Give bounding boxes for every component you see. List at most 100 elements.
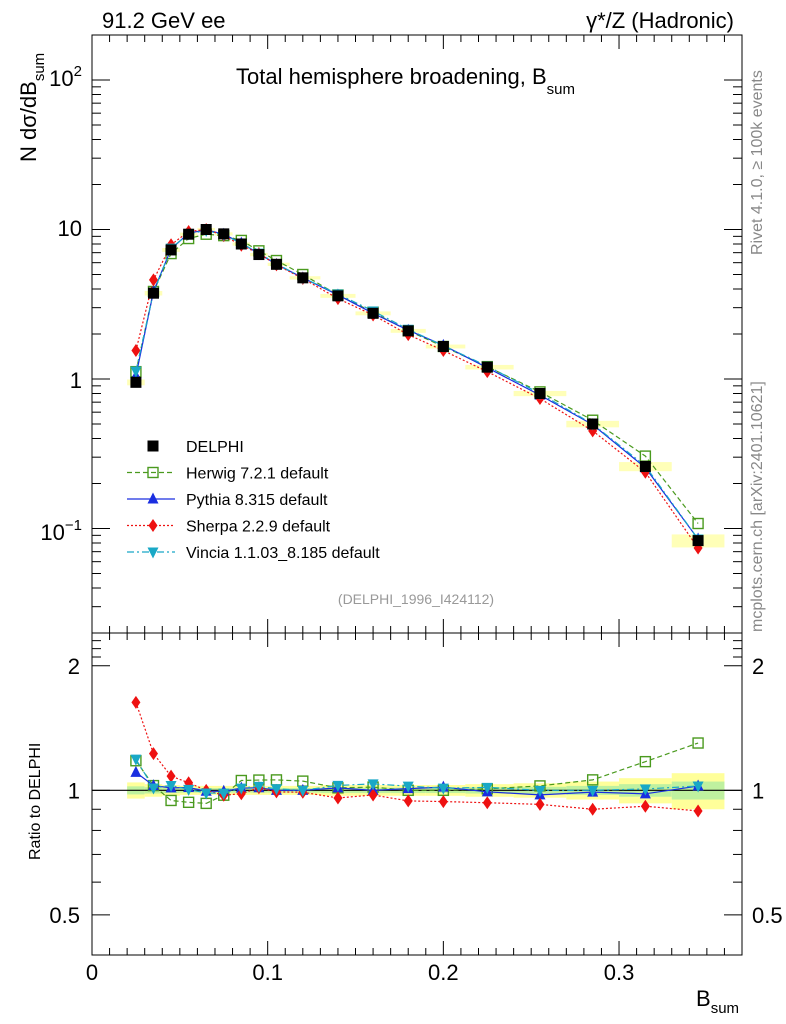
series-point-0: [692, 535, 704, 547]
ratio-tick-label-right: 2: [752, 654, 764, 679]
legend-marker-0: [147, 440, 159, 452]
x-tick-label: 0.3: [604, 960, 635, 985]
ratio-point-3: [535, 797, 545, 811]
ratio-point-4: [332, 780, 344, 792]
ratio-tick-label-right: 0.5: [752, 903, 783, 928]
ratio-point-4: [270, 784, 282, 796]
plot-title-main: Total hemisphere broadening, B: [236, 64, 547, 89]
ratio-point-4: [402, 781, 414, 793]
ratio-tick-label-right: 1: [752, 778, 764, 803]
side-label-rivet: Rivet 4.1.0, ≥ 100k events: [749, 70, 766, 255]
header-left: 91.2 GeV ee: [102, 8, 226, 33]
ratio-point-4: [200, 788, 212, 800]
series-point-1: [692, 517, 704, 530]
series-point-0: [235, 238, 247, 250]
ratio-point-3: [368, 788, 378, 802]
legend-label-0: DELPHI: [186, 439, 244, 456]
ratio-point-1: [165, 794, 177, 807]
ratio-point-4: [639, 784, 651, 796]
legend-marker-1: [147, 466, 159, 479]
main-plot: Total hemisphere broadening, Bsum N dσ/d…: [16, 34, 743, 634]
legend-marker-3: [148, 519, 158, 532]
series-point-0: [270, 258, 282, 270]
ratio-point-3: [693, 804, 703, 818]
main-series-layer: [130, 223, 704, 555]
legend: DELPHI Herwig 7.2.1 default Pythia 8.315 d…: [127, 439, 380, 562]
series-point-0: [130, 376, 142, 388]
series-point-0: [332, 290, 344, 302]
ratio-line-1: [135, 742, 699, 804]
x-axis-label-main: B: [696, 986, 711, 1011]
plot-title: Total hemisphere broadening, Bsum: [236, 64, 575, 98]
series-point-0: [165, 244, 177, 256]
series-point-0: [402, 325, 414, 337]
x-tick-label: 0.1: [252, 960, 283, 985]
y-axis-label: N dσ/dBsum: [16, 53, 48, 162]
series-point-0: [639, 460, 651, 472]
ratio-tick-label: 1: [68, 778, 80, 803]
plot-title-sub: sum: [547, 81, 575, 98]
ratio-point-4: [587, 785, 599, 797]
legend-label-4: Vincia 1.1.03_8.185 default: [186, 545, 380, 562]
series-point-4: [130, 366, 142, 378]
series-point-0: [437, 340, 449, 352]
legend-marker-2: [147, 492, 159, 504]
ratio-point-1: [692, 737, 704, 749]
x-tick-labels: 0 0.1 0.2 0.3: [86, 960, 634, 985]
ratio-point-4: [297, 785, 309, 797]
ratio-point-3: [403, 794, 413, 808]
ratio-point-4: [165, 780, 177, 792]
ratio-point-4: [130, 754, 142, 766]
ratio-point-3: [148, 747, 158, 761]
series-point-0: [534, 387, 546, 399]
legend-label-2: Pythia 8.315 default: [186, 492, 328, 509]
series-point-0: [218, 228, 230, 240]
side-label-mcplots: mcplots.cern.ch [arXiv:2401.10621]: [749, 381, 766, 632]
ratio-series-layer: [130, 695, 704, 818]
y-tick-labels: 10−1 1 10 102: [40, 63, 82, 545]
y-tick-label-10: 10: [58, 216, 82, 241]
ratio-point-4: [367, 779, 379, 791]
analysis-tag: (DELPHI_1996_I424112): [338, 591, 494, 607]
series-point-3: [131, 344, 141, 358]
ratio-point-4: [253, 781, 265, 793]
ratio-point-3: [166, 769, 176, 783]
series-point-0: [367, 307, 379, 319]
legend-label-1: Herwig 7.2.1 default: [186, 466, 329, 483]
series-point-0: [200, 224, 212, 236]
ratio-point-1: [586, 774, 599, 786]
x-tick-label: 0.2: [428, 960, 459, 985]
y-axis-label-main: N dσ/dB: [16, 81, 41, 162]
y-axis-label-sub: sum: [31, 53, 48, 81]
ratio-point-2: [130, 765, 142, 777]
ratio-point-1: [182, 796, 195, 809]
y-tick-label-1: 1: [70, 368, 82, 393]
ratio-point-3: [131, 695, 141, 709]
ratio-point-3: [333, 791, 343, 805]
x-axis-label-sub: sum: [711, 1000, 739, 1017]
header-right: γ*/Z (Hadronic): [586, 8, 734, 33]
series-point-0: [183, 228, 195, 240]
ratio-point-4: [534, 785, 546, 797]
series-point-0: [297, 272, 309, 284]
x-axis-label: Bsum: [696, 986, 739, 1017]
ratio-point-3: [438, 795, 448, 809]
ratio-y-axis-label: Ratio to DELPHI: [27, 743, 44, 860]
ratio-point-3: [588, 802, 598, 816]
ratio-tick-label: 2: [68, 654, 80, 679]
ratio-axis-ticks: [91, 632, 742, 956]
ratio-tick-labels: 0.5 0.5 1 1 2 2: [49, 654, 782, 928]
legend-label-3: Sherpa 2.2.9 default: [186, 519, 331, 536]
series-point-0: [587, 418, 599, 430]
ratio-point-3: [640, 799, 650, 813]
ratio-point-4: [437, 783, 449, 795]
ratio-point-4: [692, 781, 704, 793]
ratio-point-4: [481, 782, 493, 794]
ratio-plot-frame: [91, 632, 743, 956]
series-point-3: [148, 273, 158, 287]
ratio-point-4: [235, 783, 247, 795]
ratio-point-3: [482, 796, 492, 810]
main-axis-ticks: [91, 34, 742, 634]
ratio-point-4: [218, 788, 230, 800]
